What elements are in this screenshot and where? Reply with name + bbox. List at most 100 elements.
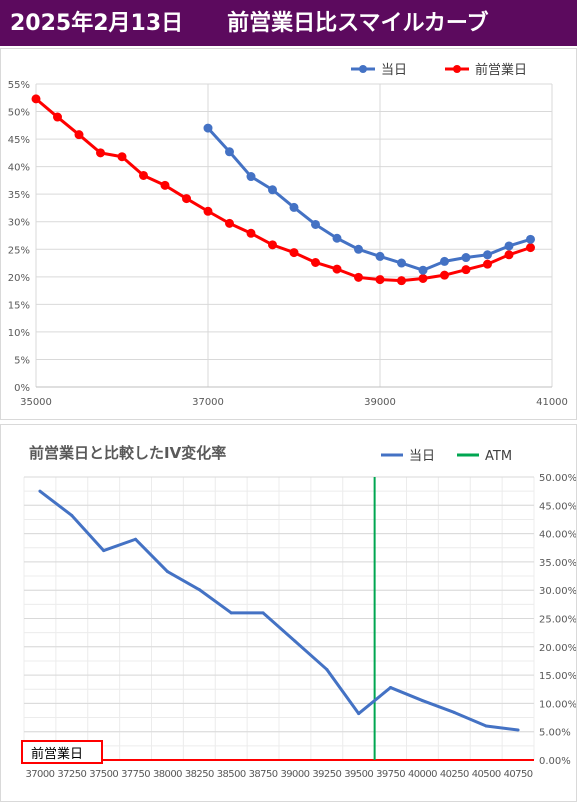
data-point <box>246 228 256 238</box>
x-tick-label: 38500 <box>217 769 246 780</box>
series-line <box>39 489 519 732</box>
y-tick-label: 0.00% <box>539 756 571 767</box>
data-point <box>246 172 256 182</box>
x-tick-label: 37250 <box>57 769 86 780</box>
data-point <box>397 276 406 286</box>
data-point <box>160 180 170 190</box>
data-point <box>225 147 234 157</box>
y-tick-label: 40% <box>8 163 30 174</box>
legend-marker <box>359 65 367 73</box>
data-point <box>311 219 320 229</box>
smile-curve-chart-panel: 0% 5% 10% 15% 20% 25% 30% 35% 40% 45% 50% 55% 35000 3… <box>0 48 577 420</box>
y-tick-label: 35.00% <box>539 558 576 569</box>
data-point <box>74 130 84 140</box>
data-point <box>134 537 138 541</box>
x-tick-label: 38000 <box>153 769 182 780</box>
data-point <box>38 489 42 493</box>
y-tick-label: 30% <box>8 218 30 229</box>
data-point <box>418 273 428 283</box>
data-point <box>483 259 492 269</box>
data-point <box>504 241 514 251</box>
page-title: 2025年2月13日 前営業日比スマイルカーブ <box>10 11 489 36</box>
data-point <box>268 240 277 250</box>
x-tick-label: 40000 <box>408 769 437 780</box>
smile-curve-chart: 0% 5% 10% 15% 20% 25% 30% 35% 40% 45% 50% 55% 35000 3… <box>8 62 568 408</box>
data-point <box>289 248 299 258</box>
x-tick-label: 39250 <box>312 769 341 780</box>
data-point <box>289 202 299 212</box>
y-tick-label: 40.00% <box>539 530 576 541</box>
y-tick-label: 35% <box>8 190 30 201</box>
data-point <box>268 185 277 195</box>
data-point <box>325 667 329 671</box>
data-point <box>53 112 62 122</box>
data-point <box>197 588 201 592</box>
y-tick-label: 45% <box>8 135 30 146</box>
y-tick-label: 25.00% <box>539 615 576 626</box>
x-tick-label: 37500 <box>89 769 118 780</box>
x-tick-label: 40250 <box>440 769 469 780</box>
y-tick-label: 15.00% <box>539 671 576 682</box>
data-point <box>375 251 385 261</box>
legend-label: 前営業日 <box>475 62 527 78</box>
x-tick-label: 35000 <box>20 397 52 408</box>
data-point <box>311 257 320 267</box>
baseline-label-box <box>21 740 103 764</box>
iv-change-chart: 前営業日と比較したIV変化率 0.00% 5.00% 10.00% 15.00% 20.0… <box>21 444 577 780</box>
data-point <box>397 258 406 268</box>
legend-label: 当日 <box>409 449 435 464</box>
data-point <box>261 611 265 615</box>
y-tick-label: 5.00% <box>539 728 571 739</box>
y-tick-label: 55% <box>8 80 30 91</box>
data-point <box>203 123 213 133</box>
data-point <box>440 270 449 280</box>
x-tick-label: 40750 <box>504 769 533 780</box>
legend-label: 当日 <box>381 63 407 78</box>
y-tick-label: 20% <box>8 273 30 284</box>
x-tick-label: 39750 <box>376 769 405 780</box>
data-point <box>504 250 514 260</box>
data-point <box>70 513 74 517</box>
data-point <box>182 194 191 204</box>
y-tick-label: 15% <box>8 300 30 311</box>
data-point <box>483 250 492 260</box>
data-point <box>332 233 342 243</box>
y-tick-label: 0% <box>14 383 30 394</box>
x-tick-label: 40500 <box>472 769 501 780</box>
x-tick-label: 38750 <box>249 769 278 780</box>
title-bar: 2025年2月13日 前営業日比スマイルカーブ <box>0 0 577 46</box>
data-point <box>526 234 535 244</box>
baseline-label: 前営業日 <box>31 746 83 762</box>
data-point <box>117 152 127 162</box>
series-line <box>35 97 531 283</box>
data-point <box>203 206 213 216</box>
data-point <box>139 170 148 180</box>
y-tick-label: 50% <box>8 108 30 119</box>
data-point <box>526 243 535 253</box>
x-tick-label: 41000 <box>536 397 568 408</box>
data-point <box>452 710 456 714</box>
data-point <box>484 724 488 728</box>
y-tick-label: 30.00% <box>539 586 576 597</box>
y-tick-label: 10% <box>8 328 30 339</box>
y-tick-label: 50.00% <box>539 473 576 484</box>
y-tick-label: 5% <box>14 355 30 366</box>
data-point <box>332 264 342 274</box>
data-point <box>96 148 105 158</box>
x-tick-label: 39500 <box>344 769 373 780</box>
legend-label: ATM <box>485 449 512 464</box>
data-point <box>420 699 424 703</box>
data-point <box>440 256 449 266</box>
data-point <box>31 94 41 104</box>
data-point <box>357 712 361 716</box>
iv-change-chart-panel: 前営業日と比較したIV変化率 0.00% 5.00% 10.00% 15.00% 20.0… <box>0 424 577 802</box>
x-tick-label: 37750 <box>121 769 150 780</box>
data-point <box>461 265 471 275</box>
data-point <box>354 272 363 282</box>
y-tick-label: 45.00% <box>539 501 576 512</box>
data-point <box>165 570 169 574</box>
data-point <box>229 611 233 615</box>
data-point <box>225 218 234 228</box>
chart-title: 前営業日と比較したIV変化率 <box>29 444 226 462</box>
x-tick-label: 37000 <box>26 769 55 780</box>
